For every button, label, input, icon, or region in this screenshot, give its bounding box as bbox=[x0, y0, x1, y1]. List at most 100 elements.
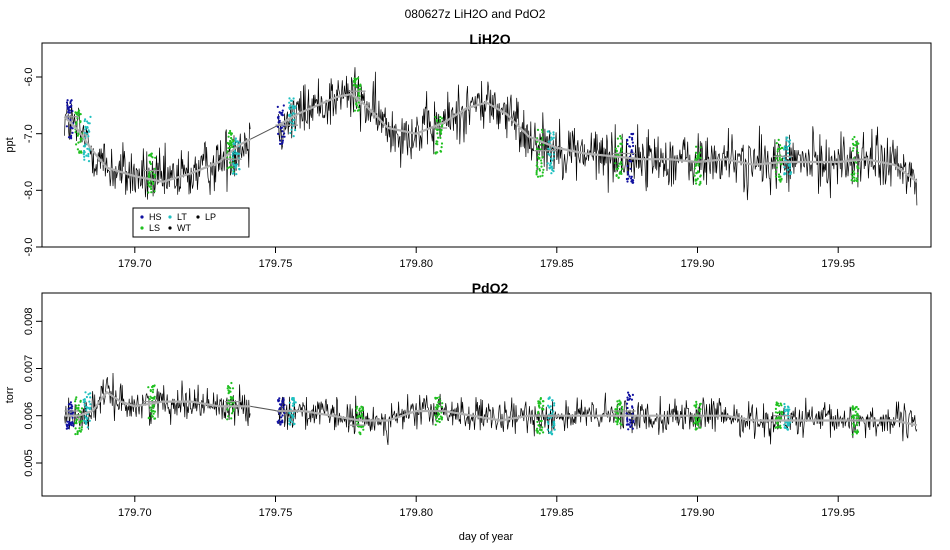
burst-point bbox=[627, 423, 630, 426]
burst-point bbox=[699, 174, 702, 177]
burst-point bbox=[234, 166, 237, 169]
burst-point bbox=[694, 151, 698, 154]
burst-point bbox=[152, 172, 155, 176]
burst-point bbox=[695, 182, 698, 185]
burst-point bbox=[154, 173, 157, 177]
burst-point bbox=[538, 167, 541, 171]
burst-point bbox=[630, 398, 634, 401]
burst-point bbox=[151, 415, 154, 418]
legend-marker-hs bbox=[140, 215, 144, 219]
burst-point bbox=[281, 111, 284, 114]
burst-point bbox=[788, 408, 791, 411]
burst-point bbox=[775, 403, 778, 406]
burst-point bbox=[551, 412, 554, 415]
burst-point bbox=[778, 156, 781, 159]
burst-point bbox=[695, 421, 699, 424]
burst-point bbox=[541, 400, 545, 403]
burst-point bbox=[75, 407, 78, 410]
burst-point bbox=[851, 176, 854, 179]
burst-point bbox=[777, 404, 781, 407]
burst-point bbox=[615, 150, 618, 153]
burst-point bbox=[548, 406, 551, 409]
calibration-burst-pdo2-1 bbox=[65, 401, 75, 430]
burst-point bbox=[786, 145, 789, 149]
burst-point bbox=[226, 150, 229, 153]
burst-point bbox=[289, 121, 292, 124]
burst-point bbox=[786, 424, 789, 427]
y-tick-label-pdo2-3: 0.007 bbox=[23, 355, 35, 383]
burst-point bbox=[86, 417, 89, 420]
burst-point bbox=[154, 156, 157, 159]
burst-point bbox=[614, 162, 617, 165]
burst-point bbox=[276, 105, 279, 108]
burst-point bbox=[631, 406, 634, 409]
burst-point bbox=[83, 403, 86, 406]
burst-point bbox=[539, 175, 542, 178]
raw-trace-lih2o-segment-1 bbox=[64, 102, 251, 200]
burst-point bbox=[150, 410, 153, 413]
burst-point bbox=[553, 428, 556, 431]
burst-point bbox=[539, 397, 543, 400]
burst-point bbox=[540, 407, 544, 411]
burst-point bbox=[279, 423, 282, 426]
burst-point bbox=[626, 171, 630, 174]
burst-point bbox=[439, 130, 442, 134]
y-axis-lih2o: -9.0 -8.0 -7.0 -6.0 bbox=[23, 68, 42, 256]
burst-point bbox=[80, 407, 84, 410]
burst-point bbox=[89, 407, 92, 410]
plot-frame-lih2o bbox=[41, 42, 932, 248]
burst-point bbox=[83, 151, 86, 154]
burst-point bbox=[439, 120, 442, 123]
burst-point bbox=[84, 118, 87, 121]
burst-point bbox=[230, 381, 233, 385]
burst-point bbox=[785, 139, 788, 142]
burst-point bbox=[229, 139, 232, 143]
burst-point bbox=[147, 184, 150, 187]
burst-point bbox=[232, 169, 235, 172]
burst-point bbox=[79, 151, 82, 154]
burst-point bbox=[87, 135, 90, 138]
burst-point bbox=[856, 148, 859, 151]
burst-point bbox=[553, 402, 556, 405]
burst-point bbox=[231, 153, 234, 156]
burst-point bbox=[434, 423, 437, 426]
burst-point bbox=[625, 177, 629, 181]
burst-point bbox=[696, 170, 700, 173]
burst-point bbox=[856, 412, 859, 415]
burst-point bbox=[79, 140, 82, 143]
burst-point bbox=[541, 156, 544, 159]
burst-point bbox=[281, 141, 284, 144]
burst-point bbox=[857, 142, 860, 145]
burst-point bbox=[88, 400, 91, 403]
x-tick-label-lih2o-4: 179.85 bbox=[540, 258, 574, 270]
burst-point bbox=[616, 421, 619, 424]
burst-point bbox=[777, 415, 780, 419]
burst-point bbox=[632, 179, 635, 182]
burst-point bbox=[152, 388, 155, 391]
burst-point bbox=[277, 421, 280, 424]
burst-point bbox=[437, 401, 440, 404]
burst-point bbox=[620, 167, 624, 170]
burst-point bbox=[227, 147, 230, 150]
burst-point bbox=[618, 171, 622, 174]
burst-point bbox=[784, 172, 787, 175]
burst-point bbox=[149, 389, 152, 393]
burst-point bbox=[66, 420, 69, 423]
burst-point bbox=[695, 163, 698, 166]
burst-point bbox=[630, 424, 633, 427]
burst-point bbox=[542, 143, 545, 146]
burst-point bbox=[694, 428, 697, 431]
burst-point bbox=[786, 136, 789, 139]
burst-point bbox=[549, 162, 552, 165]
burst-point bbox=[540, 165, 543, 168]
burst-point bbox=[776, 148, 780, 151]
burst-point bbox=[631, 393, 635, 396]
burst-point bbox=[84, 391, 87, 394]
burst-point bbox=[86, 426, 89, 429]
panel-title-lih2o: LiH2O bbox=[469, 31, 510, 47]
burst-point bbox=[631, 427, 634, 430]
burst-point bbox=[355, 407, 358, 410]
burst-point bbox=[618, 399, 621, 402]
burst-point bbox=[857, 414, 860, 417]
burst-point bbox=[357, 106, 360, 109]
